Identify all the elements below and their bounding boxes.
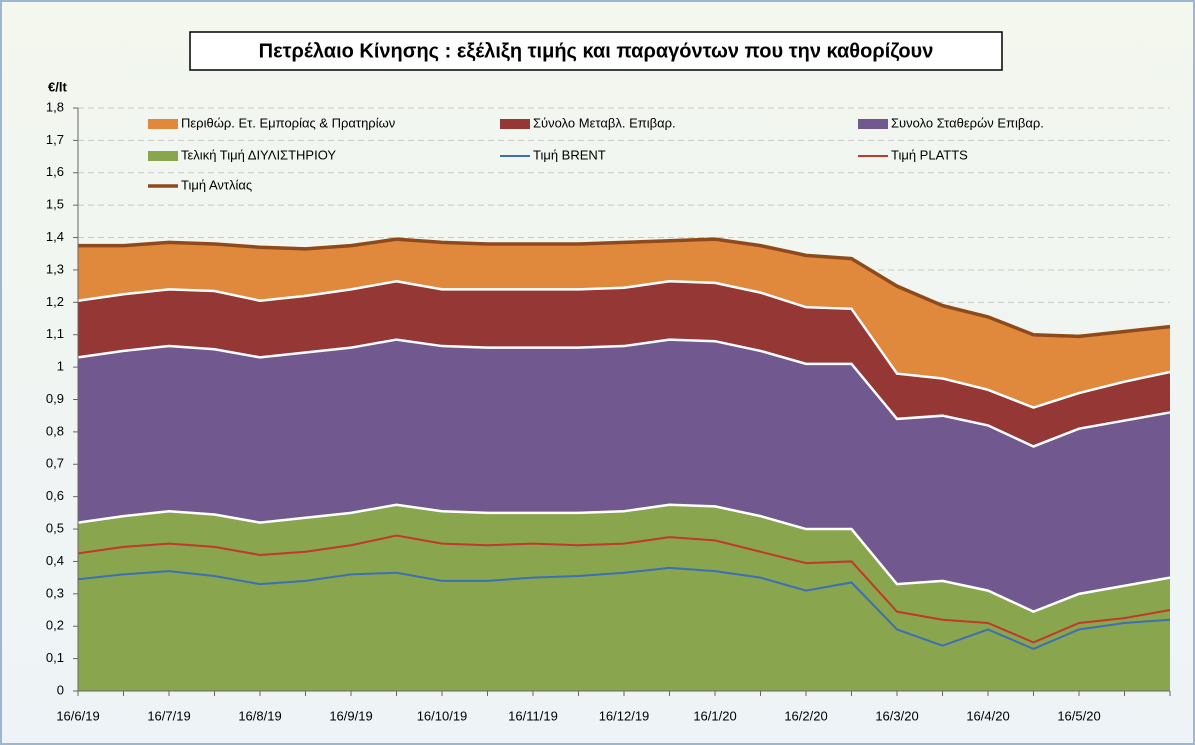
y-tick-label: 1,3 (46, 261, 64, 276)
y-tick-label: 0,4 (46, 553, 64, 568)
legend-label: Σύνολο Μεταβλ. Επιβαρ. (533, 115, 676, 130)
legend-label: Τελική Τιμή ΔΙΥΛΙΣΤΗΡΙΟΥ (181, 147, 336, 162)
line (77, 566, 1171, 650)
legend-label: Τιμή BRENT (533, 147, 606, 162)
y-tick-label: 1,6 (46, 164, 64, 179)
y-tick-label: 0,5 (46, 520, 64, 535)
x-tick-label: 16/3/20 (875, 708, 918, 723)
legend-label: Τιμή Αντλίας (181, 177, 252, 192)
legend-swatch (148, 119, 178, 129)
y-tick-label: 0,3 (46, 585, 64, 600)
legend-swatch (148, 151, 178, 161)
area (78, 239, 1170, 408)
y-tick-label: 0,6 (46, 488, 64, 503)
y-tick-label: 1,5 (46, 197, 64, 212)
legend-swatch (500, 119, 530, 129)
y-tick-label: 0,7 (46, 456, 64, 471)
area-edge (77, 280, 1171, 409)
legend-label: Τιμή PLATTS (891, 147, 968, 162)
x-tick-label: 16/5/20 (1057, 708, 1100, 723)
x-tick-label: 16/11/19 (508, 708, 558, 723)
x-tick-label: 16/1/20 (693, 708, 736, 723)
area-edge (77, 338, 1171, 448)
y-tick-label: 0,1 (46, 650, 64, 665)
y-tick-label: 1,2 (46, 294, 64, 309)
area-edge (77, 503, 1171, 614)
x-tick-label: 16/10/19 (417, 708, 468, 723)
title-box (189, 31, 1003, 71)
legend-label: Συνολο Σταθερών Επιβαρ. (891, 115, 1044, 130)
y-tick-label: 1 (57, 359, 64, 374)
y-tick-label: 0 (57, 682, 64, 697)
line (78, 237, 1171, 339)
y-tick-label: 0,8 (46, 423, 64, 438)
legend-swatch (858, 119, 888, 129)
y-tick-label: 0,9 (46, 391, 64, 406)
x-tick-label: 16/8/19 (238, 708, 281, 723)
x-tick-label: 16/7/19 (147, 708, 190, 723)
line (77, 534, 1171, 644)
x-tick-label: 16/12/19 (599, 708, 650, 723)
y-tick-label: 1,1 (46, 326, 64, 341)
y-tick-label: 1,4 (46, 229, 64, 244)
area (78, 339, 1170, 612)
x-tick-label: 16/9/19 (329, 708, 372, 723)
y-tick-label: 0,2 (46, 618, 64, 633)
area (78, 281, 1170, 447)
y-tick-label: 1,7 (46, 132, 64, 147)
x-tick-label: 16/6/19 (56, 708, 99, 723)
x-tick-label: 16/4/20 (966, 708, 1009, 723)
x-tick-label: 16/2/20 (784, 708, 827, 723)
area (78, 504, 1170, 691)
chart-title: Πετρέλαιο Κίνησης : εξέλιξη τιμής και πα… (259, 40, 934, 62)
y-tick-label: 1,8 (46, 99, 64, 114)
y-axis-label: €/lt (48, 79, 67, 94)
legend-label: Περιθώρ. Ετ. Εμπορίας & Πρατηρίων (181, 115, 395, 130)
